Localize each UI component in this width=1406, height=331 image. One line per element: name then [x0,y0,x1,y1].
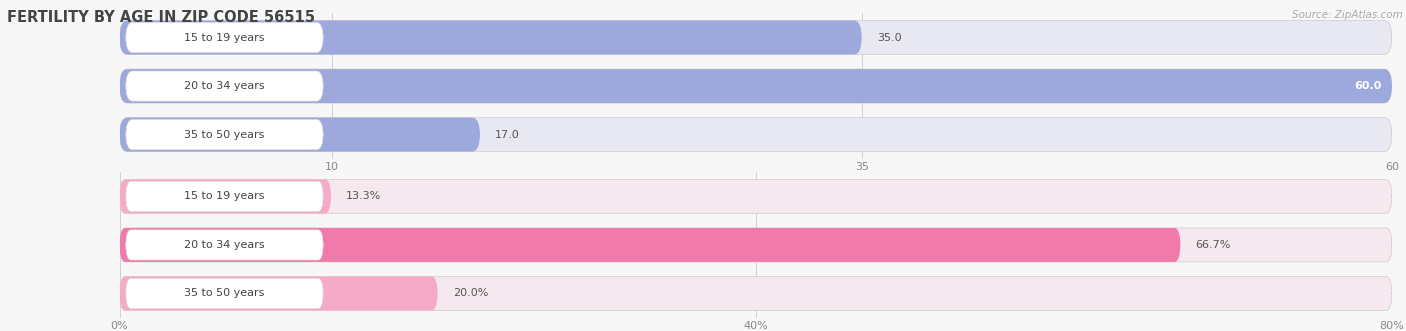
FancyBboxPatch shape [120,179,330,213]
Text: 20 to 34 years: 20 to 34 years [184,240,264,250]
FancyBboxPatch shape [127,71,323,101]
FancyBboxPatch shape [127,23,323,53]
FancyBboxPatch shape [120,276,437,310]
FancyBboxPatch shape [120,228,1181,262]
Text: 35 to 50 years: 35 to 50 years [184,289,264,299]
Text: 20 to 34 years: 20 to 34 years [184,81,264,91]
FancyBboxPatch shape [127,278,323,308]
Text: 35.0: 35.0 [877,32,901,42]
Text: 15 to 19 years: 15 to 19 years [184,191,264,201]
FancyBboxPatch shape [127,181,323,212]
FancyBboxPatch shape [120,118,479,152]
Text: 13.3%: 13.3% [346,191,381,201]
FancyBboxPatch shape [120,69,1392,103]
Text: 15 to 19 years: 15 to 19 years [184,32,264,42]
FancyBboxPatch shape [120,21,1392,55]
Text: FERTILITY BY AGE IN ZIP CODE 56515: FERTILITY BY AGE IN ZIP CODE 56515 [7,10,315,25]
FancyBboxPatch shape [127,119,323,150]
FancyBboxPatch shape [120,228,1392,262]
FancyBboxPatch shape [120,69,1392,103]
Text: 17.0: 17.0 [495,130,520,140]
FancyBboxPatch shape [120,179,1392,213]
Text: 60.0: 60.0 [1354,81,1382,91]
FancyBboxPatch shape [120,21,862,55]
FancyBboxPatch shape [120,276,1392,310]
FancyBboxPatch shape [127,230,323,260]
Text: 20.0%: 20.0% [453,289,488,299]
Text: 66.7%: 66.7% [1195,240,1232,250]
Text: Source: ZipAtlas.com: Source: ZipAtlas.com [1292,10,1403,20]
FancyBboxPatch shape [120,118,1392,152]
Text: 35 to 50 years: 35 to 50 years [184,130,264,140]
